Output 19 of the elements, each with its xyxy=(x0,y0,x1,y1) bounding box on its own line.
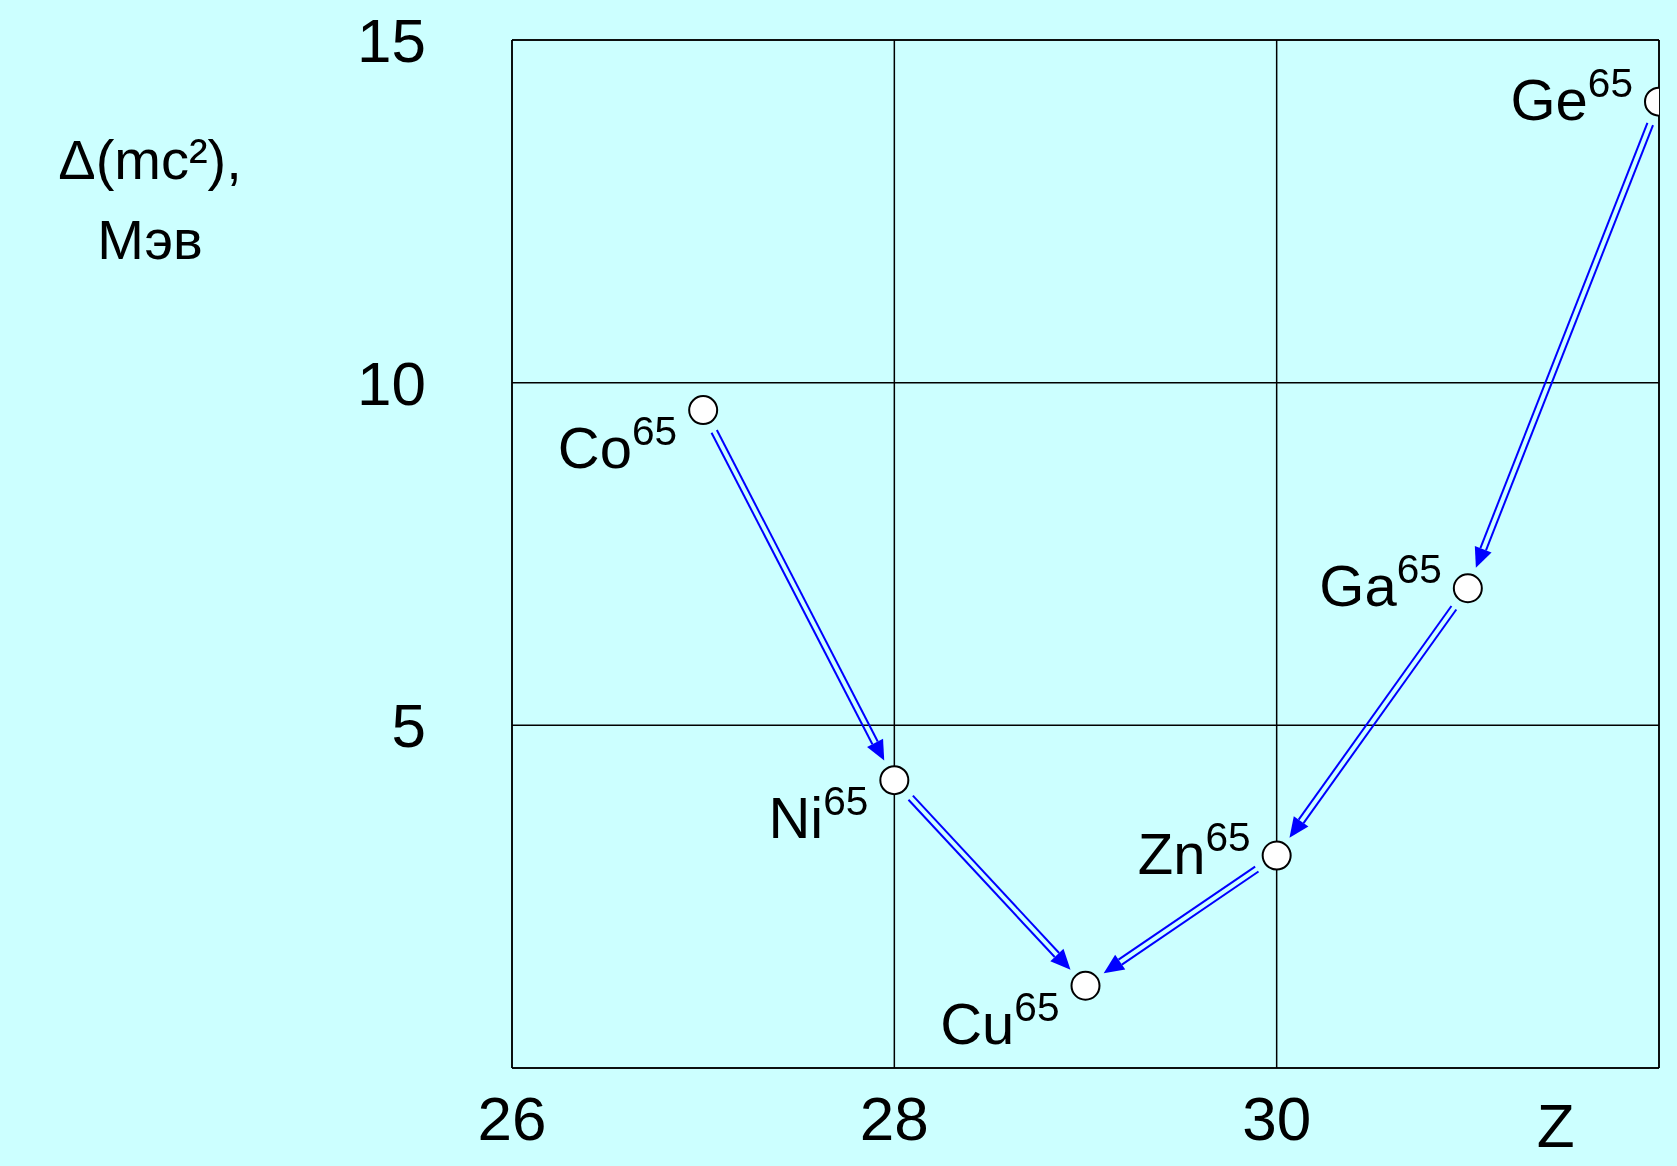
point xyxy=(1070,970,1101,1001)
point xyxy=(1452,573,1483,604)
x-tick-label: 28 xyxy=(859,1084,929,1154)
y-tick-label: 15 xyxy=(357,6,426,76)
y-tick-label: 10 xyxy=(357,348,426,418)
annotation: Cu$^{65}$ xyxy=(940,983,1060,1056)
x-axis-title: Z xyxy=(1535,1090,1576,1161)
x-tick-label: 30 xyxy=(1242,1084,1312,1154)
annotation: Co$^{65}$ xyxy=(557,408,678,481)
point xyxy=(879,765,910,796)
point xyxy=(1261,840,1292,871)
annotation: Ga$^{65}$ xyxy=(1319,546,1442,619)
annotation: Zn$^{65}$ xyxy=(1137,813,1251,886)
annotation: Ge$^{65}$ xyxy=(1510,59,1633,132)
annotation: Ni$^{65}$ xyxy=(768,778,869,851)
y-tick-label: 5 xyxy=(391,691,426,761)
y-axis-title: Δ(mc²), Мэв xyxy=(57,127,243,273)
x-tick-label: 26 xyxy=(477,1084,547,1154)
point xyxy=(688,395,719,426)
